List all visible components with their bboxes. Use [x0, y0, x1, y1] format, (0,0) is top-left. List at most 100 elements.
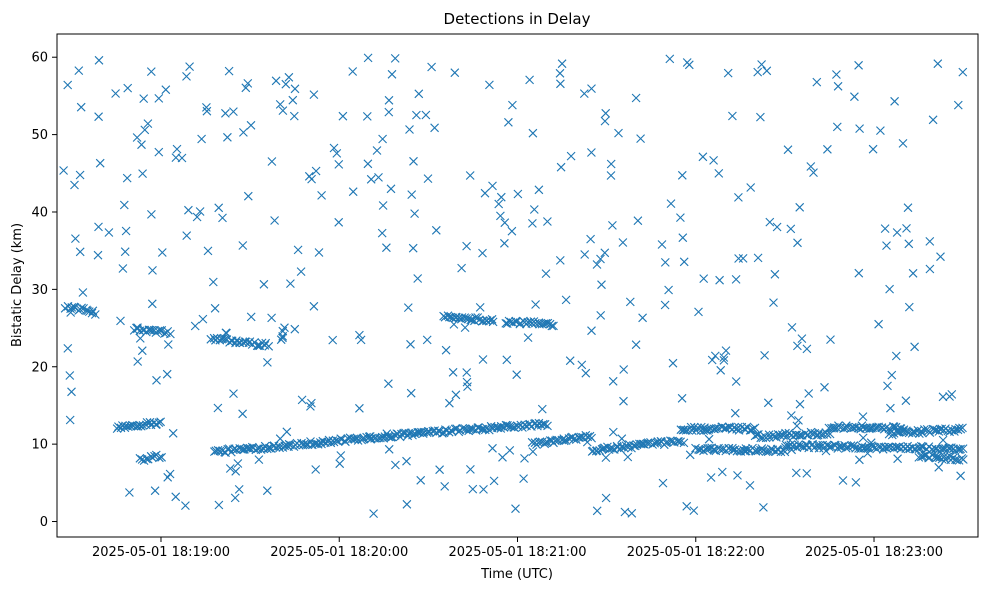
detection-marker: [462, 368, 472, 377]
detection-marker: [403, 303, 413, 312]
detection-marker: [431, 225, 441, 235]
detection-marker: [338, 111, 348, 121]
detection-marker: [230, 493, 240, 503]
detection-marker: [362, 432, 371, 442]
detection-marker: [958, 423, 967, 433]
detection-marker: [307, 398, 316, 408]
detection-marker: [820, 382, 829, 392]
detection-marker: [802, 469, 812, 478]
detection-marker: [579, 89, 589, 98]
detection-marker: [203, 246, 213, 256]
detection-marker: [168, 428, 178, 438]
detection-marker: [821, 446, 831, 456]
detection-marker: [382, 429, 392, 439]
detection-marker: [537, 404, 547, 414]
detection-marker: [907, 429, 917, 438]
detection-marker: [797, 334, 807, 343]
detection-marker: [334, 160, 344, 169]
detection-marker: [182, 231, 192, 240]
detection-marker: [956, 471, 965, 481]
detection-marker: [566, 151, 576, 161]
detection-marker: [281, 79, 291, 89]
detection-marker: [582, 437, 592, 447]
detection-marker: [384, 379, 393, 389]
detection-marker: [935, 453, 944, 463]
detection-marker: [190, 321, 200, 331]
detection-marker: [157, 248, 167, 257]
detection-marker: [378, 201, 388, 210]
detection-marker: [685, 450, 695, 460]
detection-marker: [136, 421, 146, 431]
detection-marker: [587, 326, 596, 336]
detection-marker: [638, 313, 647, 323]
detection-marker: [270, 216, 279, 225]
detection-marker: [422, 335, 432, 345]
detection-marker: [290, 84, 300, 94]
detection-marker: [765, 217, 775, 227]
detection-marker: [243, 191, 253, 201]
detection-marker: [289, 111, 299, 121]
detection-marker: [286, 279, 295, 288]
detection-marker: [145, 325, 155, 335]
detection-marker: [769, 298, 778, 307]
detection-marker: [953, 100, 963, 110]
detection-marker: [309, 90, 319, 99]
detection-marker: [676, 437, 685, 447]
detection-marker: [84, 307, 94, 316]
detection-marker: [717, 467, 727, 477]
detection-marker: [123, 83, 133, 93]
detection-marker: [63, 80, 73, 90]
detection-marker: [674, 437, 683, 446]
detection-marker: [773, 430, 783, 439]
detection-marker: [70, 180, 79, 190]
detection-marker: [211, 446, 221, 456]
detection-marker: [664, 285, 673, 295]
detection-marker: [185, 62, 194, 71]
detection-marker: [161, 85, 171, 95]
detection-marker: [485, 80, 494, 90]
detection-marker: [282, 427, 292, 437]
detection-marker: [508, 318, 518, 327]
detection-marker: [271, 443, 281, 452]
detection-marker: [576, 432, 586, 442]
detection-marker: [887, 370, 897, 380]
detection-marker: [147, 453, 157, 462]
detection-marker: [762, 66, 772, 76]
detection-marker: [786, 411, 796, 420]
detection-marker: [157, 452, 166, 462]
detection-marker: [809, 168, 818, 177]
detection-marker: [120, 423, 130, 433]
detection-marker: [372, 146, 382, 155]
detection-marker: [540, 419, 550, 429]
detection-marker: [592, 446, 602, 455]
detection-marker: [94, 55, 104, 65]
detection-marker: [555, 68, 565, 78]
detection-marker: [449, 320, 459, 329]
detection-marker: [586, 234, 595, 244]
detection-marker: [264, 341, 274, 351]
detection-marker: [262, 444, 272, 454]
detection-marker: [857, 421, 867, 431]
detection-marker: [617, 434, 627, 444]
detection-marker: [629, 441, 639, 450]
detection-marker: [733, 471, 742, 480]
detection-marker: [606, 159, 616, 169]
detection-marker: [478, 355, 488, 364]
detection-marker: [502, 355, 512, 365]
detection-marker: [238, 409, 247, 419]
detection-marker: [512, 370, 522, 380]
detection-marker: [627, 508, 637, 518]
detection-marker: [405, 125, 414, 134]
detection-marker: [138, 169, 147, 178]
detection-marker: [699, 274, 709, 283]
detection-marker: [463, 382, 472, 391]
detection-marker: [246, 312, 256, 322]
detection-marker: [841, 443, 851, 453]
detection-marker: [478, 248, 487, 258]
detection-marker: [150, 486, 160, 496]
detection-marker: [620, 507, 630, 517]
detection-marker: [631, 93, 641, 103]
detection-marker: [445, 398, 454, 408]
detection-marker: [488, 443, 497, 453]
detection-marker: [254, 455, 264, 464]
